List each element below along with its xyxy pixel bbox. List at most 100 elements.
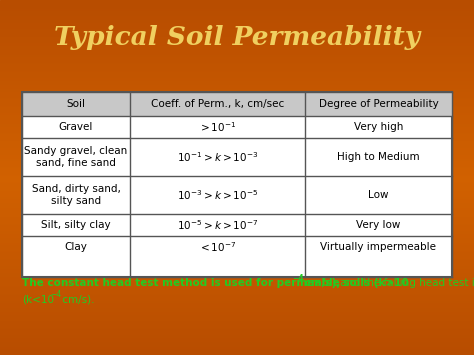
- Bar: [0, 228, 474, 229]
- Bar: [0, 314, 474, 315]
- Bar: [0, 186, 474, 187]
- Bar: [0, 56, 474, 57]
- Bar: [0, 351, 474, 352]
- Bar: [0, 185, 474, 186]
- Bar: [0, 266, 474, 267]
- Bar: [0, 246, 474, 247]
- Bar: [0, 277, 474, 278]
- Bar: [0, 20, 474, 21]
- Bar: [0, 127, 474, 128]
- Bar: [0, 248, 474, 249]
- Bar: [0, 103, 474, 104]
- Bar: [0, 2, 474, 3]
- Bar: [0, 175, 474, 176]
- Bar: [0, 123, 474, 124]
- Bar: [0, 85, 474, 86]
- Bar: [0, 322, 474, 323]
- Bar: [0, 144, 474, 145]
- Bar: [0, 145, 474, 146]
- Bar: [0, 29, 474, 30]
- Bar: [0, 343, 474, 344]
- Bar: [0, 35, 474, 36]
- Text: $<10^{-7}$: $<10^{-7}$: [199, 240, 237, 254]
- Bar: [0, 263, 474, 264]
- Text: Degree of Permeability: Degree of Permeability: [319, 99, 438, 109]
- Bar: [0, 37, 474, 38]
- Bar: [0, 106, 474, 107]
- Bar: [0, 268, 474, 269]
- Bar: [0, 329, 474, 330]
- Bar: [0, 308, 474, 309]
- Bar: [0, 287, 474, 288]
- Bar: [0, 204, 474, 205]
- Bar: [0, 104, 474, 105]
- Bar: [0, 296, 474, 297]
- Bar: [0, 321, 474, 322]
- Bar: [0, 22, 474, 23]
- Bar: [0, 323, 474, 324]
- Bar: [0, 221, 474, 222]
- Bar: [0, 292, 474, 293]
- Bar: [0, 342, 474, 343]
- Bar: [0, 229, 474, 230]
- Bar: [0, 294, 474, 295]
- Bar: [0, 352, 474, 353]
- Bar: [0, 171, 474, 172]
- Bar: [0, 197, 474, 198]
- Bar: [0, 209, 474, 210]
- Bar: [0, 341, 474, 342]
- Text: Virtually impermeable: Virtually impermeable: [320, 242, 437, 252]
- Bar: [0, 154, 474, 155]
- Text: $10^{-3}>k>10^{-5}$: $10^{-3}>k>10^{-5}$: [177, 188, 258, 202]
- Bar: [0, 199, 474, 200]
- Bar: [0, 157, 474, 158]
- Bar: [0, 240, 474, 241]
- Text: Low: Low: [368, 190, 389, 200]
- Bar: [0, 271, 474, 272]
- Bar: [0, 273, 474, 274]
- Bar: [0, 151, 474, 152]
- Bar: [0, 269, 474, 270]
- Bar: [0, 241, 474, 242]
- Bar: [0, 39, 474, 40]
- Bar: [0, 59, 474, 60]
- Bar: [0, 163, 474, 164]
- Bar: [0, 286, 474, 287]
- Bar: [0, 38, 474, 39]
- Bar: [0, 79, 474, 80]
- Bar: [0, 92, 474, 93]
- Bar: [0, 50, 474, 51]
- Bar: [0, 192, 474, 193]
- Bar: [0, 211, 474, 212]
- Bar: [0, 177, 474, 178]
- Bar: [0, 237, 474, 238]
- Bar: [0, 178, 474, 179]
- Bar: [0, 53, 474, 54]
- Bar: [0, 306, 474, 307]
- Bar: [0, 319, 474, 320]
- Bar: [0, 6, 474, 7]
- Bar: [0, 227, 474, 228]
- Bar: [0, 4, 474, 5]
- Bar: [0, 236, 474, 237]
- Bar: [0, 315, 474, 316]
- Bar: [0, 1, 474, 2]
- Bar: [0, 195, 474, 196]
- Bar: [0, 284, 474, 285]
- Bar: [0, 200, 474, 201]
- Bar: [0, 60, 474, 61]
- Bar: [0, 28, 474, 29]
- Bar: [0, 194, 474, 195]
- Bar: [0, 73, 474, 74]
- Bar: [0, 238, 474, 239]
- Bar: [0, 147, 474, 148]
- Bar: [0, 337, 474, 338]
- Text: cm/s),: cm/s),: [301, 278, 340, 288]
- Bar: [0, 63, 474, 64]
- Bar: [0, 317, 474, 318]
- Bar: [0, 44, 474, 45]
- Bar: [0, 10, 474, 11]
- Bar: [0, 21, 474, 22]
- Bar: [0, 202, 474, 203]
- Bar: [0, 54, 474, 55]
